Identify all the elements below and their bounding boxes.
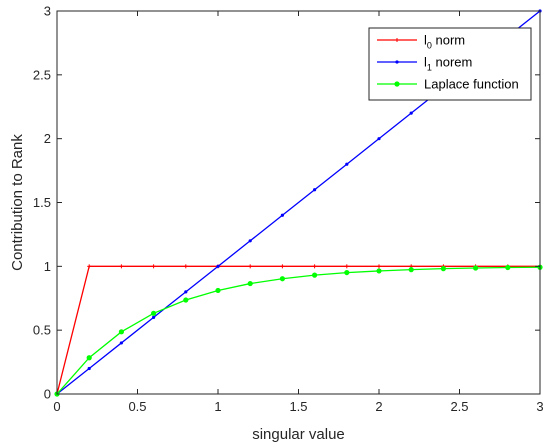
series-2-point	[376, 268, 382, 274]
x-tick-label: 0.5	[128, 399, 146, 414]
series-1-point	[152, 315, 156, 319]
legend-marker-1	[395, 60, 399, 64]
series-0-point	[344, 264, 349, 269]
series-line-2	[56, 266, 541, 395]
series-1-point	[119, 341, 123, 345]
x-tick-label: 1	[214, 399, 221, 414]
y-tick-label: 0	[44, 387, 51, 402]
series-1-point	[377, 137, 381, 141]
legend-label-rest: norm	[432, 33, 465, 48]
legend-marker-2	[394, 81, 400, 87]
x-tick-label: 2.5	[450, 399, 468, 414]
legend-label-main: l	[424, 33, 427, 48]
series-line-0	[56, 265, 540, 395]
series-2-point	[183, 297, 189, 303]
series-2-point	[279, 276, 285, 282]
y-tick-label: 2.5	[33, 67, 51, 82]
series-1-point	[184, 290, 188, 294]
legend-label-0: l0 norm	[424, 33, 465, 51]
series-0-point	[183, 264, 188, 269]
series-0-point	[280, 264, 285, 269]
legend-label-rest: norem	[432, 55, 472, 70]
series-2-point	[247, 280, 253, 287]
series-2-point	[473, 265, 479, 271]
series-0-point	[377, 264, 381, 269]
y-tick-label: 1.5	[33, 195, 51, 210]
legend-label-main: Laplace function	[424, 77, 519, 92]
legend-label-main: l	[424, 55, 427, 70]
x-tick-label: 0	[53, 399, 60, 414]
x-tick-label: 3	[536, 399, 543, 414]
series-2-point	[505, 264, 511, 271]
y-tick-label: 0.5	[33, 323, 51, 338]
x-axis-label: singular value	[252, 426, 345, 443]
series-0-point	[151, 264, 156, 269]
y-axis-label: Contribution to Rank	[9, 134, 26, 271]
series-1-point	[216, 264, 220, 268]
y-tick-label: 3	[44, 4, 51, 19]
series-1-point	[313, 188, 317, 192]
series-1-point	[345, 162, 349, 166]
x-tick-label: 1.5	[289, 399, 307, 414]
series-0-point	[312, 264, 317, 269]
y-tick-label: 2	[44, 131, 51, 146]
series-0-point	[87, 264, 92, 269]
series-2-point	[312, 272, 318, 278]
series-2-point	[86, 355, 92, 361]
axes-layer: 0 0.5 1 1.5 2 2.5 3 0 0.5 1 1.5 2 2.5 3	[33, 4, 544, 415]
series-2-point	[408, 267, 414, 273]
legend-label-1: l1 norem	[424, 55, 472, 73]
series-1-point	[87, 366, 91, 371]
series-2-point	[344, 269, 350, 276]
series-0-point	[119, 264, 124, 269]
legend-label-2: Laplace function	[424, 77, 519, 92]
series-0-point	[248, 264, 253, 269]
series-2-point	[151, 310, 157, 316]
series-1-point	[409, 111, 413, 115]
series-1-point	[248, 239, 252, 243]
legend-label-subscript: 1	[427, 63, 432, 73]
x-tick-label: 2	[375, 399, 382, 414]
series-1-point	[280, 213, 284, 217]
y-tick-label: 1	[44, 259, 51, 274]
series-2-point	[215, 287, 221, 294]
series-2-point	[118, 329, 124, 335]
legend-label-subscript: 0	[427, 41, 432, 51]
series-2-point	[440, 266, 446, 272]
